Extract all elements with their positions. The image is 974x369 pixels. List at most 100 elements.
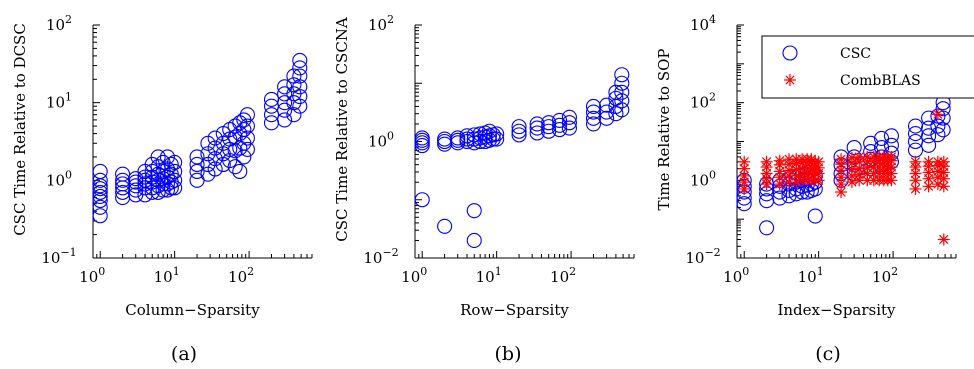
- data-point-circle: [189, 149, 205, 165]
- data-point-circle: [163, 156, 179, 173]
- data-point-circle: [807, 208, 823, 224]
- star-stroke: [933, 109, 943, 120]
- data-point-circle: [414, 130, 430, 146]
- data-point-circle: [277, 102, 293, 118]
- legend-label: CombBLAS: [840, 73, 921, 89]
- data-point-circle: [277, 86, 293, 102]
- data-point-circle: [489, 131, 505, 147]
- star-stroke: [813, 175, 824, 186]
- series-0: [92, 52, 308, 224]
- y-tick-exponent: 2: [65, 13, 72, 26]
- data-point-circle: [874, 130, 890, 146]
- star-stroke: [836, 154, 846, 164]
- data-point-circle: [227, 118, 243, 134]
- data-point-circle: [167, 172, 183, 188]
- data-point-circle: [239, 141, 255, 157]
- data-point-circle: [614, 75, 630, 91]
- y-tick-exponent: 4: [709, 13, 716, 26]
- x-tick-exponent: 2: [891, 265, 898, 278]
- y-tick-exponent: 0: [387, 130, 394, 143]
- y-tick-label: 10−2: [363, 246, 398, 267]
- data-point-circle: [92, 181, 108, 197]
- y-tick-label: 100: [690, 168, 716, 189]
- data-point-star: [937, 233, 950, 246]
- data-point-circle: [907, 133, 924, 150]
- data-point-circle: [115, 166, 131, 182]
- data-point-circle: [286, 107, 302, 123]
- star-stroke: [910, 175, 921, 186]
- x-tick-exponent: 0: [420, 265, 427, 278]
- star-stroke: [836, 179, 846, 189]
- data-point-circle: [189, 156, 205, 173]
- data-point-circle: [167, 163, 183, 180]
- x-tick-label: 102: [228, 265, 254, 286]
- data-point-circle: [736, 196, 752, 212]
- y-tick-exponent: 2: [387, 13, 394, 26]
- x-axis-label: Row−Sparsity: [460, 301, 569, 319]
- data-point-circle: [529, 116, 545, 132]
- star-stroke: [836, 187, 846, 197]
- star-stroke: [775, 156, 785, 166]
- data-point-circle: [466, 232, 482, 249]
- data-point-circle: [292, 98, 308, 114]
- data-point-star: [738, 155, 751, 168]
- panel-label: (a): [171, 343, 197, 365]
- star-stroke: [923, 181, 934, 192]
- star-stroke: [923, 157, 934, 167]
- y-tick-label: 100: [368, 130, 394, 151]
- star-stroke: [739, 163, 749, 174]
- y-axis-label: Time Relative to SOP: [655, 48, 673, 210]
- data-point-circle: [450, 130, 466, 146]
- data-point-circle: [92, 192, 108, 209]
- data-point-circle: [466, 203, 482, 219]
- y-tick-exponent: −2: [704, 246, 720, 259]
- data-point-circle: [222, 141, 238, 157]
- data-point-circle: [239, 107, 255, 123]
- data-point-circle: [292, 88, 308, 105]
- x-axis-label: Column−Sparsity: [125, 301, 260, 319]
- data-point-circle: [227, 129, 243, 145]
- legend-label: CSC: [840, 46, 871, 62]
- data-point-star: [835, 153, 848, 166]
- data-point-circle: [144, 180, 160, 196]
- data-point-circle: [239, 118, 255, 134]
- star-stroke: [739, 157, 749, 167]
- x-tick-label: 102: [872, 265, 898, 286]
- data-point-circle: [585, 98, 602, 114]
- data-point-star: [760, 155, 773, 168]
- x-tick-label: 101: [154, 265, 180, 286]
- star-stroke: [785, 75, 795, 85]
- data-point-circle: [930, 127, 946, 143]
- data-point-circle: [263, 107, 280, 123]
- data-point-circle: [150, 149, 166, 165]
- data-point-circle: [863, 135, 879, 151]
- star-stroke: [854, 163, 864, 174]
- data-point-circle: [277, 95, 293, 111]
- panel-c: 100 101 10210−2100102104Index−SparsityTime…: [655, 13, 974, 365]
- data-point-circle: [935, 101, 951, 117]
- y-tick-label: 100: [46, 168, 72, 189]
- data-point-circle: [227, 159, 243, 175]
- x-tick-label: 100: [401, 265, 427, 286]
- data-point-circle: [614, 93, 630, 109]
- data-point-circle: [921, 137, 937, 153]
- data-point-star: [885, 150, 898, 163]
- star-stroke: [886, 175, 897, 186]
- data-point-circle: [128, 171, 144, 187]
- data-point-circle: [236, 122, 252, 138]
- data-point-circle: [92, 199, 108, 215]
- star-stroke: [784, 154, 794, 164]
- data-point-star: [909, 155, 922, 168]
- star-stroke: [939, 157, 949, 167]
- data-point-circle: [599, 110, 615, 126]
- data-point-circle: [614, 67, 630, 83]
- data-point-circle: [511, 123, 527, 139]
- data-point-circle: [115, 176, 131, 192]
- data-point-circle: [159, 182, 175, 198]
- data-point-circle: [286, 77, 302, 93]
- data-point-circle: [541, 115, 557, 131]
- data-point-circle: [489, 126, 505, 142]
- data-point-circle: [585, 110, 602, 126]
- x-tick-exponent: 0: [98, 265, 105, 278]
